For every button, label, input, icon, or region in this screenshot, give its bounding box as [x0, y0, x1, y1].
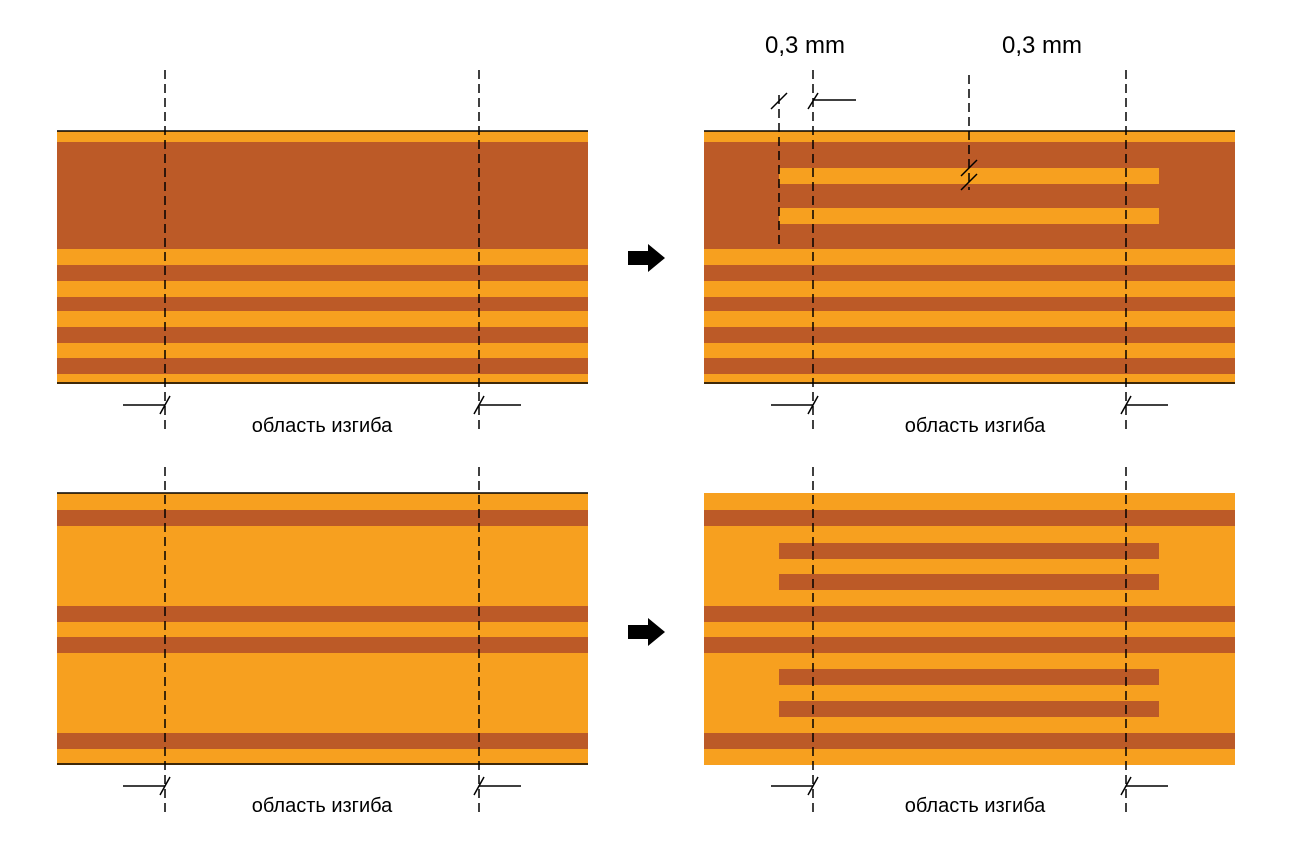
layer [704, 637, 1235, 653]
layer [57, 142, 588, 249]
layer [704, 510, 1235, 526]
arrow [628, 618, 665, 646]
tick [1120, 395, 1132, 415]
tick [159, 395, 171, 415]
tick [960, 159, 978, 177]
tick [473, 395, 485, 415]
layer [57, 358, 588, 374]
arrow [628, 244, 665, 272]
layer [57, 327, 588, 343]
layer [779, 208, 1159, 224]
tick [807, 395, 819, 415]
tick [807, 92, 819, 110]
layer [704, 265, 1235, 281]
dimension-label: 0,3 mm [765, 32, 845, 59]
layer [704, 327, 1235, 343]
layer [704, 733, 1235, 749]
bend-area-label: область изгиба [905, 795, 1046, 817]
tick [960, 173, 978, 191]
layer [57, 510, 588, 526]
tick [807, 776, 819, 796]
tick [159, 776, 171, 796]
layer [57, 265, 588, 281]
bend-area-label: область изгиба [252, 795, 393, 817]
tick [770, 92, 788, 110]
layer [704, 297, 1235, 311]
layer [57, 297, 588, 311]
layer [57, 493, 588, 765]
layer [704, 142, 1235, 249]
shapes [57, 70, 1235, 812]
layer [779, 574, 1159, 590]
layer [57, 733, 588, 749]
layer [704, 493, 1235, 765]
dimension-label: 0,3 mm [1002, 32, 1082, 59]
layer [704, 606, 1235, 622]
layer [779, 701, 1159, 717]
layer [779, 669, 1159, 685]
tick [473, 776, 485, 796]
layer [57, 637, 588, 653]
tick [1120, 776, 1132, 796]
layer [704, 358, 1235, 374]
bend-area-label: область изгиба [905, 415, 1046, 437]
layer [779, 543, 1159, 559]
bend-area-label: область изгиба [252, 415, 393, 437]
layer [57, 606, 588, 622]
